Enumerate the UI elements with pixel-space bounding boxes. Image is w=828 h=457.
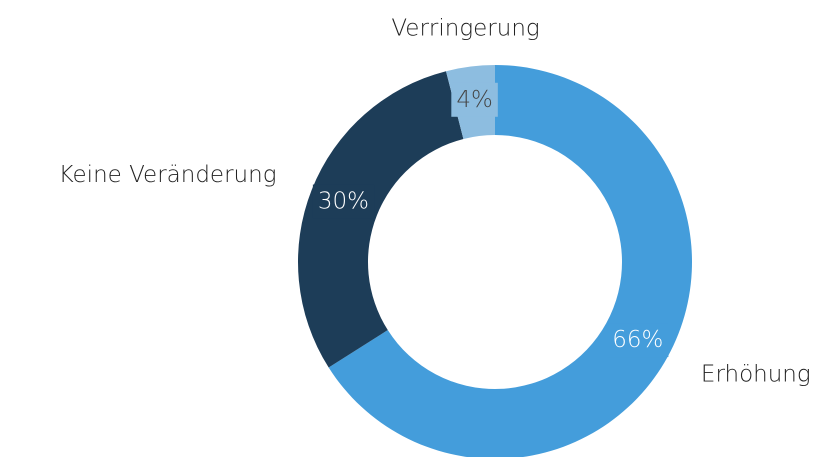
category-label: Verringerung — [391, 15, 539, 41]
data-label-box — [607, 323, 669, 358]
data-label: 4% — [456, 87, 493, 113]
data-label: 66% — [612, 327, 663, 353]
data-label-box — [451, 82, 498, 117]
donut-slice — [297, 71, 464, 368]
data-label: 30% — [318, 188, 369, 214]
data-label-box — [312, 184, 375, 219]
donut-slice — [328, 65, 692, 457]
category-label: Keine Veränderung — [59, 162, 277, 188]
category-label: Erhöhung — [701, 362, 811, 388]
